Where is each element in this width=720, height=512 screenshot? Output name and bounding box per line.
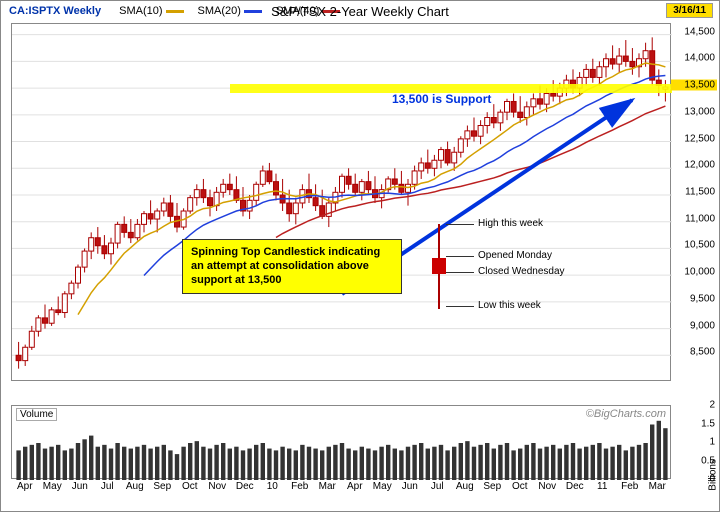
x-tick: Dec bbox=[566, 481, 584, 492]
x-tick: Nov bbox=[538, 481, 556, 492]
price-tick: 14,500 bbox=[673, 26, 715, 37]
volume-tick: 1.5 bbox=[673, 418, 715, 429]
price-tick: 11,000 bbox=[673, 213, 715, 224]
price-tick: 13,000 bbox=[673, 106, 715, 117]
leader-line bbox=[446, 224, 474, 225]
x-tick: May bbox=[43, 481, 62, 492]
x-tick: Apr bbox=[17, 481, 33, 492]
price-tick: 14,000 bbox=[673, 53, 715, 64]
x-tick: Oct bbox=[182, 481, 198, 492]
volume-axis-label: Billions bbox=[708, 459, 719, 491]
price-panel: 13,500 is Support Spinning Top Candlesti… bbox=[11, 23, 671, 381]
sma-legend-swatch bbox=[244, 10, 262, 13]
x-tick: Feb bbox=[621, 481, 638, 492]
ticker-label: CA:ISPTX Weekly bbox=[9, 5, 101, 17]
volume-tick: 1 bbox=[673, 437, 715, 448]
x-tick: Jul bbox=[101, 481, 114, 492]
chart-date: 3/16/11 bbox=[666, 3, 713, 18]
support-label: 13,500 is Support bbox=[392, 92, 491, 106]
price-tick: 9,500 bbox=[673, 293, 715, 304]
x-tick: Jun bbox=[72, 481, 88, 492]
price-tick: 12,000 bbox=[673, 160, 715, 171]
sma-legend-label: SMA(20) bbox=[198, 5, 241, 17]
leader-line bbox=[446, 306, 474, 307]
price-tick: 13,500 bbox=[671, 80, 717, 91]
candle-demo-label: Low this week bbox=[478, 300, 541, 311]
leader-line bbox=[446, 256, 474, 257]
x-tick: Mar bbox=[649, 481, 666, 492]
sma-legend-label: SMA(10) bbox=[119, 5, 162, 17]
watermark: ©BigCharts.com bbox=[586, 408, 666, 420]
candle-demo bbox=[432, 224, 446, 309]
x-tick: Sep bbox=[153, 481, 171, 492]
price-tick: 8,500 bbox=[673, 347, 715, 358]
leader-line bbox=[446, 272, 474, 273]
x-tick: Oct bbox=[512, 481, 528, 492]
x-tick: Dec bbox=[236, 481, 254, 492]
price-tick: 9,000 bbox=[673, 320, 715, 331]
candle-demo-label: Opened Monday bbox=[478, 250, 552, 261]
x-tick: Jun bbox=[402, 481, 418, 492]
x-tick: May bbox=[373, 481, 392, 492]
x-tick: Mar bbox=[319, 481, 336, 492]
x-tick: Jul bbox=[431, 481, 444, 492]
candle-demo-label: Closed Wednesday bbox=[478, 266, 565, 277]
sma-legend-swatch bbox=[166, 10, 184, 13]
candle-demo-label: High this week bbox=[478, 218, 543, 229]
x-tick: 11 bbox=[597, 481, 607, 492]
x-tick: Aug bbox=[126, 481, 144, 492]
volume-panel: Volume ©BigCharts.com bbox=[11, 405, 671, 479]
chart-container: CA:ISPTX Weekly SMA(10)SMA(20)SMA(40) S&… bbox=[0, 0, 720, 512]
price-tick: 10,500 bbox=[673, 240, 715, 251]
x-axis: Apr May Jun Jul Aug Sep Oct Nov Dec 10 Feb Mar Apr Ma… bbox=[11, 481, 671, 507]
price-tick: 11,500 bbox=[673, 186, 715, 197]
annotation-box: Spinning Top Candlestick indicatingan at… bbox=[182, 239, 402, 294]
x-tick: Feb bbox=[291, 481, 308, 492]
x-tick: 10 bbox=[267, 481, 278, 492]
x-tick: Nov bbox=[208, 481, 226, 492]
price-axis: 8,500 9,000 9,500 10,000 10,500 11,000 11,500 1… bbox=[673, 21, 715, 381]
volume-tick: 2 bbox=[673, 400, 715, 411]
price-tick: 12,500 bbox=[673, 133, 715, 144]
price-tick: 10,000 bbox=[673, 267, 715, 278]
header: CA:ISPTX Weekly SMA(10)SMA(20)SMA(40) S&… bbox=[1, 1, 719, 21]
x-tick: Apr bbox=[347, 481, 363, 492]
chart-title: S&P/TSX 2-Year Weekly Chart bbox=[271, 4, 449, 19]
x-tick: Aug bbox=[456, 481, 474, 492]
x-tick: Sep bbox=[483, 481, 501, 492]
